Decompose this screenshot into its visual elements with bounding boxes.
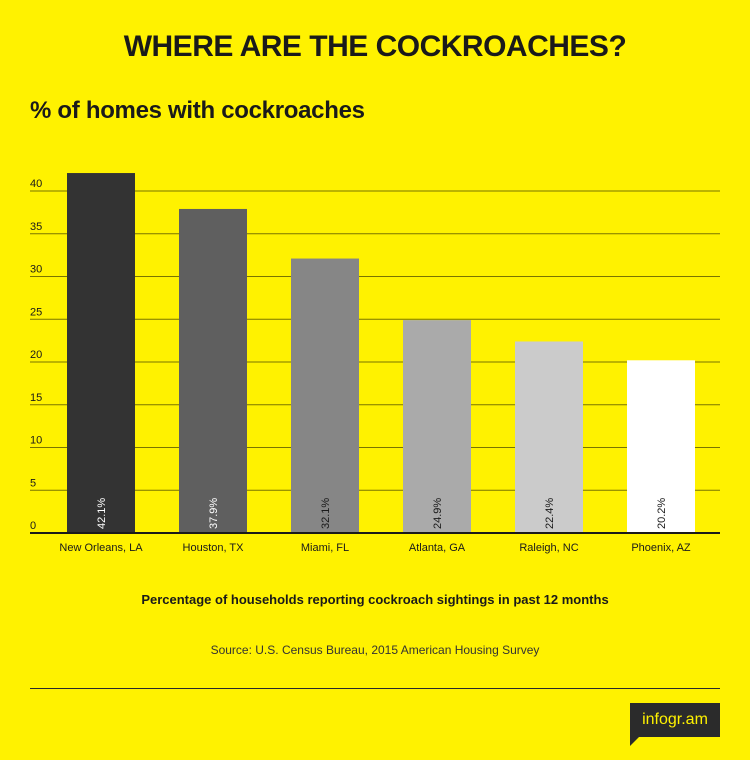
y-tick-label: 20 (30, 349, 42, 361)
x-tick-label: New Orleans, LA (59, 542, 143, 554)
bar-value-label: 24.9% (432, 498, 444, 529)
y-tick-label: 0 (30, 520, 36, 532)
y-tick-label: 40 (30, 178, 42, 190)
source-note: Source: U.S. Census Bureau, 2015 America… (210, 643, 540, 657)
bar-chart: 0 5 10 15 20 25 30 35 40 42.1% 37.9% 32.1% 24.9% 22.… (30, 173, 720, 554)
x-tick-label: Atlanta, GA (409, 542, 466, 554)
bars (67, 173, 695, 534)
footer-divider (30, 688, 720, 689)
bar[interactable] (67, 173, 135, 534)
bar-value-label: 37.9% (208, 498, 220, 529)
y-tick-label: 25 (30, 306, 42, 318)
chart-title: WHERE ARE THE COCKROACHES? (123, 30, 627, 63)
y-tick-label: 35 (30, 221, 42, 233)
bar-value-label: 20.2% (656, 498, 668, 529)
bar[interactable] (515, 341, 583, 533)
bar-value-label: 22.4% (544, 498, 556, 529)
infogram-logo-label: infogr.am (642, 711, 708, 728)
y-tick-label: 5 (30, 477, 36, 489)
data-labels: 42.1% 37.9% 32.1% 24.9% 22.4% 20.2% (96, 498, 668, 529)
y-tick-label: 10 (30, 435, 42, 447)
bar[interactable] (403, 320, 471, 533)
x-tick-label: Raleigh, NC (519, 542, 578, 554)
y-tick-label: 15 (30, 392, 42, 404)
bar-value-label: 32.1% (320, 498, 332, 529)
grid-lines (30, 190, 720, 491)
chart-caption: Percentage of households reporting cockr… (141, 592, 609, 607)
x-tick-label: Phoenix, AZ (631, 542, 691, 554)
bar[interactable] (291, 258, 359, 533)
y-axis-ticks: 0 5 10 15 20 25 30 35 40 (30, 178, 42, 532)
x-tick-label: Houston, TX (183, 542, 245, 554)
bar[interactable] (179, 208, 247, 533)
x-axis-ticks: New Orleans, LA Houston, TX Miami, FL Atlan… (59, 542, 691, 554)
speech-bubble-tail-icon (630, 737, 639, 746)
x-tick-label: Miami, FL (301, 542, 349, 554)
bar-value-label: 42.1% (96, 498, 108, 529)
bar[interactable] (627, 360, 695, 533)
y-tick-label: 30 (30, 264, 42, 276)
chart-subtitle: % of homes with cockroaches (30, 97, 365, 124)
infogram-logo[interactable]: infogr.am (630, 703, 720, 746)
